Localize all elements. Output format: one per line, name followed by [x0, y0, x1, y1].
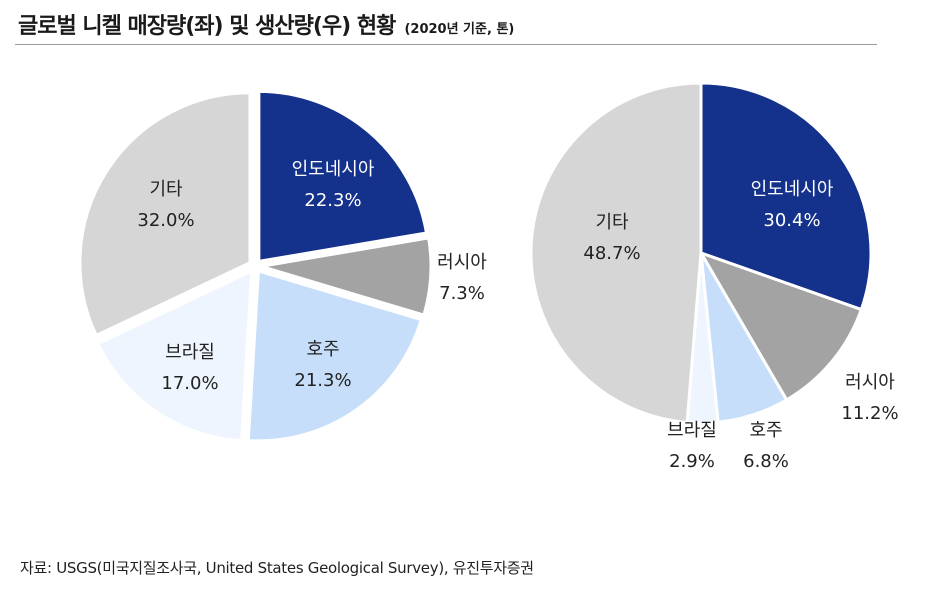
title-main: 글로벌 니켈 매장량(좌) 및 생산량(우) 현황: [18, 14, 396, 39]
slice-category-label: 호주: [749, 420, 782, 441]
pie-chart-reserves: 인도네시아 22.3% 러시아 7.3% 호주 21.3% 브라질 17.0% 기타 32.0%: [78, 89, 487, 443]
slice-category-label: 브라질: [667, 420, 717, 441]
pie-slice-4: [529, 81, 703, 425]
chart-title: 글로벌 니켈 매장량(좌) 및 생산량(우) 현황 (2020년 기준, 톤): [18, 8, 514, 40]
slice-value-label: 30.4%: [763, 210, 820, 231]
slice-value-label: 32.0%: [137, 210, 194, 231]
pie-slice-0: [699, 81, 873, 312]
slice-category-label: 기타: [595, 212, 629, 233]
slice-category-label: 러시아: [437, 252, 487, 273]
slice-value-label: 2.9%: [669, 451, 715, 472]
slice-category-label: 러시아: [845, 372, 895, 393]
slice-value-label: 17.0%: [161, 373, 218, 394]
slice-category-label: 브라질: [165, 342, 215, 363]
pie-slice-4: [78, 91, 252, 338]
pie-chart-production: 인도네시아 30.4% 러시아 11.2% 호주 6.8% 브라질 2.9% 기타 48.7%: [529, 81, 899, 472]
slice-value-label: 6.8%: [743, 451, 789, 472]
pie-slice-1: [697, 250, 864, 402]
title-sub: (2020년 기준, 톤): [404, 22, 515, 37]
pie-slice-0: [257, 89, 429, 264]
pie-slice-2: [246, 268, 424, 443]
pie-slice-1: [260, 236, 433, 317]
slice-value-label: 7.3%: [439, 283, 485, 304]
slice-value-label: 11.2%: [841, 403, 898, 424]
slice-category-label: 인도네시아: [292, 159, 375, 180]
source-note: 자료: USGS(미국지질조사국, United States Geologic…: [20, 559, 534, 577]
slice-category-label: 인도네시아: [751, 179, 834, 200]
slice-value-label: 21.3%: [294, 370, 351, 391]
slice-value-label: 48.7%: [583, 243, 640, 264]
title-divider: [15, 44, 877, 45]
pie-slice-3: [95, 268, 254, 443]
slice-category-label: 기타: [149, 179, 183, 200]
slice-category-label: 호주: [306, 339, 339, 360]
slice-value-label: 22.3%: [304, 190, 361, 211]
